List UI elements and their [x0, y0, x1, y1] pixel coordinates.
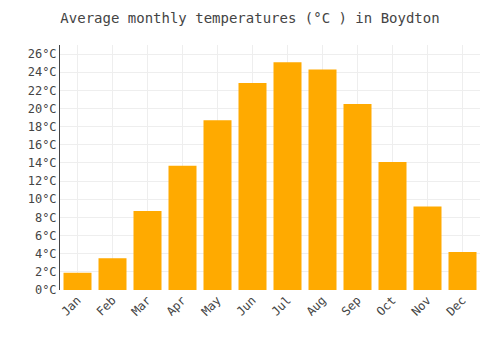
svg-text:20°C: 20°C [28, 102, 57, 116]
svg-text:26°C: 26°C [28, 47, 57, 61]
svg-text:2°C: 2°C [35, 265, 57, 279]
svg-text:6°C: 6°C [35, 229, 57, 243]
svg-text:12°C: 12°C [28, 174, 57, 188]
svg-text:14°C: 14°C [28, 156, 57, 170]
svg-text:Nov: Nov [409, 293, 434, 318]
svg-text:8°C: 8°C [35, 211, 57, 225]
svg-text:Mar: Mar [129, 293, 154, 318]
svg-text:24°C: 24°C [28, 65, 57, 79]
svg-text:Oct: Oct [374, 293, 399, 318]
svg-text:Jun: Jun [234, 293, 259, 318]
svg-text:Aug: Aug [304, 293, 329, 318]
svg-text:4°C: 4°C [35, 247, 57, 261]
svg-text:May: May [199, 293, 224, 318]
svg-text:16°C: 16°C [28, 138, 57, 152]
svg-text:Jul: Jul [269, 293, 294, 318]
svg-text:Feb: Feb [94, 293, 119, 318]
svg-text:18°C: 18°C [28, 120, 57, 134]
svg-text:Apr: Apr [164, 293, 189, 318]
svg-text:Average monthly temperatures (: Average monthly temperatures (°C ) in Bo… [60, 10, 439, 26]
svg-text:Dec: Dec [444, 293, 469, 318]
svg-text:10°C: 10°C [28, 192, 57, 206]
svg-text:0°C: 0°C [35, 283, 57, 297]
svg-text:22°C: 22°C [28, 84, 57, 98]
svg-text:Jan: Jan [59, 293, 84, 318]
svg-text:Sep: Sep [339, 293, 364, 318]
